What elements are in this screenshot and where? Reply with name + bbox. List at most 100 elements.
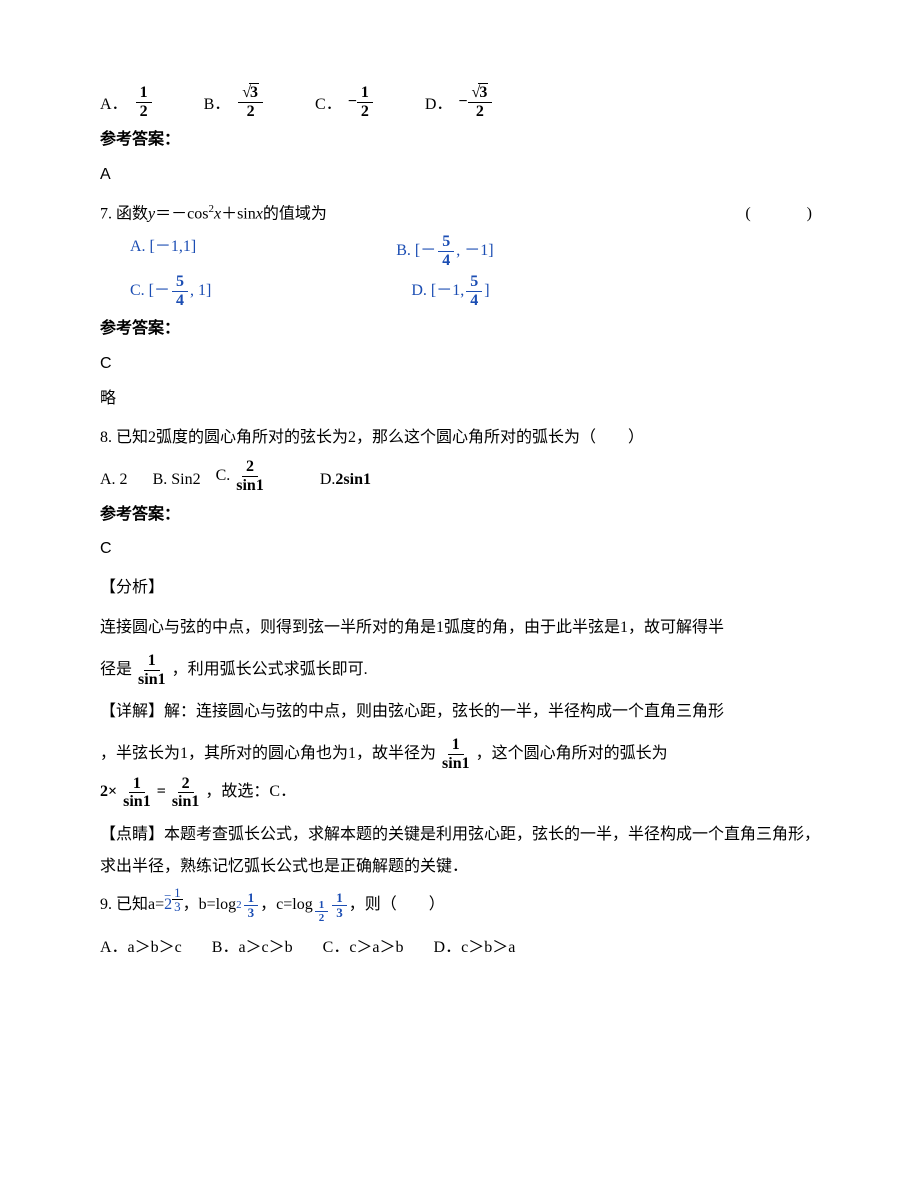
- q8-a-frac-n: 1: [144, 652, 160, 671]
- q8-a-frac-d: sin1: [134, 671, 170, 689]
- q9-option-a: A．a＞b＞c: [100, 934, 182, 963]
- q8-eq-pre: 2×: [100, 778, 117, 807]
- q6-a-num: 1: [136, 84, 152, 103]
- q7-row1: A. [－1,1] B. [－ 5 4 , －1]: [130, 233, 820, 269]
- q8-d-f1n: 1: [448, 736, 464, 755]
- q8-eq-f1n: 1: [129, 775, 145, 794]
- q7-answer-header: 参考答案：: [100, 315, 820, 344]
- q8-c-den: sin1: [232, 477, 268, 495]
- q8-a-p2-post: ，利用弧长公式求弧长即可.: [172, 656, 368, 685]
- q8-d-p2-pre: ，半弦长为1，其所对的圆心角也为1，故半径为: [100, 740, 436, 769]
- q6-a-label: A．: [100, 91, 128, 120]
- q9-a-exp-d: 3: [172, 900, 183, 913]
- q9-c-sub-n: 1: [315, 899, 329, 912]
- q7-c-den: 4: [172, 292, 188, 310]
- q7-answer: C: [100, 350, 820, 379]
- q7-b-den: 4: [438, 252, 454, 270]
- q6-d-wrap: − 3 2: [458, 84, 494, 120]
- q8-answer-header: 参考答案：: [100, 501, 820, 530]
- q8-d-p2-post: ，这个圆心角所对的弧长为: [476, 740, 668, 769]
- q9-b-arg-d: 3: [244, 906, 259, 920]
- q7-b-pre: B. [－: [396, 237, 436, 266]
- q7-title: 7. 函数y＝－cos2x＋sinx的值域为: [100, 200, 327, 229]
- q9-c-arg: 1 3: [332, 891, 347, 921]
- q6-d-num: 3: [468, 84, 493, 103]
- q9-b-sub: 2: [236, 896, 242, 916]
- q7-title-row: 7. 函数y＝－cos2x＋sinx的值域为 ( ): [100, 200, 820, 229]
- q6-c-num: 1: [357, 84, 373, 103]
- q8-d-frac1: 1 sin1: [438, 736, 474, 772]
- q8-dianjing: 【点睛】本题考查弧长公式，求解本题的关键是利用弦心距，弦长的一半，半径构成一个直…: [100, 819, 820, 883]
- q8-eq-f1: 1 sin1: [119, 775, 155, 811]
- q8-detail-eq: 2× 1 sin1 = 2 sin1 ，故选：C．: [100, 775, 820, 811]
- q7-note: 略: [100, 385, 820, 414]
- q8-title: 8. 已知2弧度的圆心角所对的弦长为2，那么这个圆心角所对的弧长为（ ）: [100, 424, 820, 453]
- q8-analysis-p2: 径是 1 sin1 ，利用弧长公式求弧长即可.: [100, 652, 820, 688]
- q7-d-pre: D. [－1,: [411, 277, 464, 306]
- q9-option-b: B．a＞c＞b: [212, 934, 293, 963]
- q8-d-label: D.: [320, 466, 336, 495]
- q7-plus: ＋sin: [221, 205, 256, 222]
- q7-d-frac: 5 4: [466, 273, 482, 309]
- q9-b-arg-n: 1: [244, 891, 259, 906]
- q9-title: 9. 已知a= 2 − 1 3 ，b=log2 1 3 ，c=log 1 2 1…: [100, 891, 820, 921]
- q7-d-num: 5: [466, 273, 482, 292]
- q7-eq: ＝－cos: [155, 205, 208, 222]
- q6-c-neg: −: [348, 88, 357, 117]
- q7-c-num: 5: [172, 273, 188, 292]
- q9-c-sub: 1 2: [315, 899, 329, 924]
- q9-a-neg: −: [164, 889, 171, 902]
- q7-c-pre: C. [－: [130, 277, 170, 306]
- q7-option-b: B. [－ 5 4 , －1]: [396, 233, 493, 269]
- q6-b-label: B．: [204, 91, 231, 120]
- q6-option-a: A． 1 2: [100, 84, 154, 120]
- q8-c-num: 2: [242, 458, 258, 477]
- q8-d-f1d: sin1: [438, 755, 474, 773]
- q7-d-post: ]: [484, 277, 489, 306]
- q7-c-frac: 5 4: [172, 273, 188, 309]
- q6-d-frac: 3 2: [468, 84, 493, 120]
- q7-b-post: , －1]: [456, 237, 493, 266]
- q6-option-b: B． 3 2: [204, 84, 265, 120]
- q7-option-c: C. [－ 5 4 , 1]: [130, 273, 211, 309]
- q9-a-exp: − 1 3: [172, 886, 183, 913]
- q9-c-sub-d: 2: [315, 912, 329, 924]
- q8-eq-f2n: 2: [178, 775, 194, 794]
- q7-suffix: 的值域为: [263, 205, 327, 222]
- q8-options: A. 2 B. Sin2 C. 2 sin1 D. 2sin1: [100, 458, 820, 494]
- q8-option-a: A. 2: [100, 466, 128, 495]
- q8-detail-p1: 【详解】解：连接圆心与弦的中点，则由弦心距，弦长的一半，半径构成一个直角三角形: [100, 696, 820, 728]
- q9-c-arg-n: 1: [332, 891, 347, 906]
- q6-a-frac: 1 2: [136, 84, 152, 120]
- q8-analysis-p1: 连接圆心与弦的中点，则得到弦一半所对的角是1弧度的角，由于此半弦是1，故可解得半: [100, 612, 820, 644]
- q6-answer-header: 参考答案：: [100, 126, 820, 155]
- q6-b-frac: 3 2: [238, 84, 263, 120]
- q7-b-num: 5: [438, 233, 454, 252]
- q7-c-post: , 1]: [190, 277, 211, 306]
- q9-post: ，则（ ）: [349, 891, 445, 920]
- q6-b-den: 2: [243, 103, 259, 121]
- q6-answer: A: [100, 161, 820, 190]
- q8-option-d: D. 2sin1: [320, 466, 371, 495]
- q9-c-arg-d: 3: [332, 906, 347, 920]
- q6-c-wrap: − 1 2: [348, 84, 375, 120]
- q6-option-c: C． − 1 2: [315, 84, 375, 120]
- q8-eq-mid: =: [157, 778, 166, 807]
- q9-option-d: D．c＞b＞a: [434, 934, 516, 963]
- q7-option-d: D. [－1, 5 4 ]: [411, 273, 489, 309]
- q8-analysis-header: 【分析】: [100, 572, 820, 604]
- q6-d-den: 2: [472, 103, 488, 121]
- q6-d-label: D．: [425, 91, 453, 120]
- q9-mid1: ，b=log: [183, 891, 236, 920]
- q7-option-a: A. [－1,1]: [130, 233, 196, 269]
- q6-d-sqrt: 3: [478, 83, 488, 101]
- q7-row2: C. [－ 5 4 , 1] D. [－1, 5 4 ]: [130, 273, 820, 309]
- q7-x1: x: [214, 205, 221, 222]
- q7-b-frac: 5 4: [438, 233, 454, 269]
- q6-b-sqrt: 3: [249, 83, 259, 101]
- q9-mid2: ，c=log: [260, 891, 313, 920]
- q6-options: A． 1 2 B． 3 2 C． − 1 2 D． − 3 2: [100, 84, 820, 120]
- q9-a-exp-n: 1: [172, 886, 183, 900]
- q8-eq-f2d: sin1: [168, 793, 204, 811]
- q7-prefix: 7. 函数: [100, 205, 148, 222]
